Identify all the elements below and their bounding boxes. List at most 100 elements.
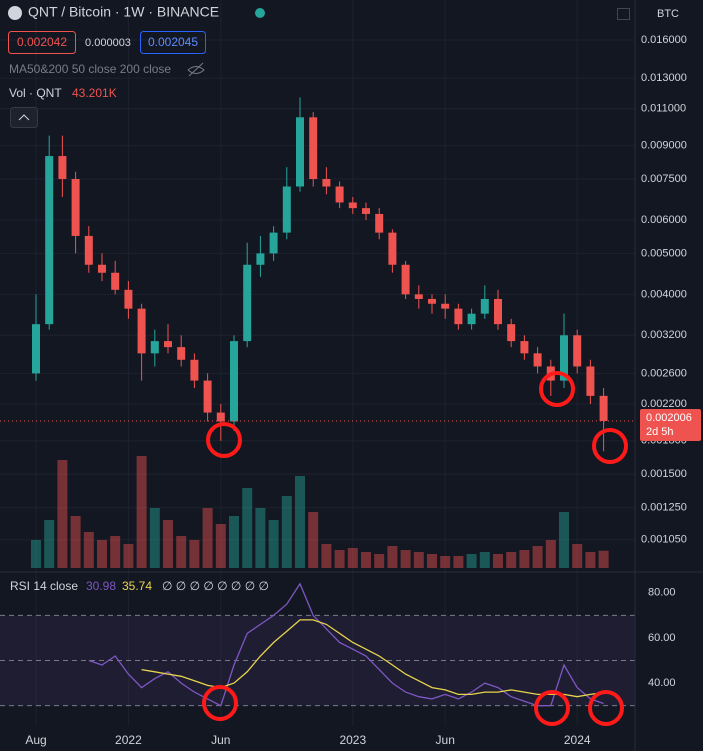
volume-bar (255, 508, 266, 568)
volume-last: 43.201K (72, 86, 117, 100)
candle-body (98, 264, 106, 273)
bid-price: 0.002042 (17, 35, 67, 49)
volume-bar (545, 540, 556, 568)
y-tick-label: 0.013000 (641, 72, 687, 84)
volume-bar (585, 552, 596, 568)
volume-bar (506, 552, 517, 568)
y-tick-label: 80.00 (648, 587, 676, 599)
candle-body (111, 272, 120, 290)
y-tick-label: 0.005000 (641, 247, 687, 259)
rsi-value: 30.98 (86, 579, 116, 593)
volume-bar (532, 546, 543, 568)
annotations (202, 371, 628, 726)
candle-body (428, 298, 436, 304)
candle-body (520, 341, 529, 354)
volume-bar (493, 554, 503, 568)
price-tag (640, 408, 701, 441)
volume-bar (281, 496, 292, 568)
volume-bar (268, 520, 279, 568)
y-tick-label: 0.003200 (641, 329, 687, 341)
candle-body (230, 341, 238, 422)
candle-body (58, 156, 67, 180)
candle-body (467, 313, 476, 325)
y-tick-label: 0.001050 (641, 534, 687, 546)
candle-body (362, 208, 370, 214)
rsi-line (88, 582, 604, 707)
collapse-button[interactable] (10, 107, 38, 128)
candle-body (375, 213, 384, 233)
annotation-circle (539, 371, 575, 407)
volume-bar (559, 512, 569, 568)
candle-body (243, 264, 252, 342)
candle-body (507, 324, 516, 342)
candle-body (494, 298, 502, 325)
volume-bar (136, 456, 147, 568)
volume-bar (149, 508, 160, 568)
volume-bar (427, 554, 437, 568)
y-tick-label: 0.002600 (641, 367, 687, 379)
candle-body (137, 308, 146, 354)
y-tick-label: 0.011000 (641, 103, 686, 115)
y-tick-label: 0.016000 (641, 34, 687, 46)
volume-bar (163, 520, 173, 568)
indicator-legend[interactable]: MA50&200 50 close 200 close (9, 62, 171, 76)
candle-body (322, 179, 331, 187)
candle-body (203, 380, 212, 413)
annotation-circle (202, 685, 238, 721)
volume-bar (374, 554, 385, 568)
ask-price: 0.002045 (148, 35, 198, 49)
x-tick-label: Jun (211, 733, 230, 747)
volume-bar (189, 540, 200, 568)
grid (0, 0, 635, 726)
candle-body (256, 253, 265, 265)
y-tick-label: 0.007500 (641, 173, 687, 185)
y-tick-label: 0.004000 (641, 288, 687, 300)
volume-bar (347, 548, 358, 568)
candle-body (586, 366, 595, 396)
volume-bar (110, 536, 121, 568)
candle-body (599, 395, 608, 421)
volume-bar (31, 540, 41, 568)
bid-box[interactable] (8, 31, 76, 54)
symbol-icon (8, 6, 22, 20)
candle-body (296, 117, 304, 187)
volume-legend: Vol · QNT (9, 86, 62, 100)
candle-body (84, 235, 93, 265)
y-tick-label: 40.00 (648, 677, 676, 689)
candle-body (560, 335, 568, 381)
candle-body (216, 412, 225, 422)
volume-bar (83, 532, 94, 568)
price-tag-countdown: 2d 5h (646, 426, 674, 438)
axis-unit: BTC (657, 8, 679, 20)
volume-bar (229, 516, 239, 568)
annotation-circle (534, 690, 570, 726)
candle-body (414, 294, 423, 299)
price-tag-value: 0.002006 (646, 412, 692, 424)
volume-bar (413, 552, 424, 568)
volume-bar (598, 550, 609, 568)
x-tick-label: 2024 (564, 733, 591, 747)
chart-title: QNT / Bitcoin · 1W · BINANCE (28, 4, 219, 20)
volume-bar (44, 520, 55, 568)
candle-body (309, 117, 318, 180)
caret-icon (18, 114, 30, 121)
x-tick-label: Jun (436, 733, 455, 747)
y-tick-label: 0.001250 (641, 502, 687, 514)
volume-bar (295, 476, 305, 568)
volume-bar (57, 460, 68, 568)
candle-body (573, 335, 582, 367)
candle-body (190, 359, 199, 381)
ask-box[interactable] (140, 31, 206, 54)
annotation-circle (206, 422, 242, 458)
hidden-icon[interactable] (187, 62, 205, 77)
x-tick-label: 2023 (339, 733, 366, 747)
y-tick-label: 0.002200 (641, 398, 687, 410)
y-tick-label: 60.00 (648, 632, 676, 644)
volume-bar (123, 544, 134, 568)
settings-icon[interactable] (617, 8, 630, 20)
candle-body (388, 232, 397, 265)
volume-bar (321, 544, 332, 568)
candle-body (177, 347, 186, 360)
